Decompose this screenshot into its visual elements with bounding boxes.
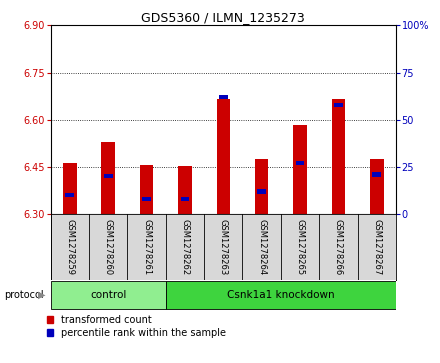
Bar bbox=[166, 281, 396, 309]
Text: GSM1278262: GSM1278262 bbox=[180, 219, 190, 275]
Bar bbox=[104, 174, 113, 179]
Bar bbox=[332, 99, 345, 214]
Bar bbox=[66, 193, 74, 197]
Bar bbox=[142, 197, 151, 201]
Bar bbox=[140, 166, 153, 214]
Text: ▶: ▶ bbox=[38, 290, 46, 300]
Bar bbox=[293, 125, 307, 214]
Bar bbox=[370, 159, 384, 214]
Text: control: control bbox=[90, 290, 126, 300]
Title: GDS5360 / ILMN_1235273: GDS5360 / ILMN_1235273 bbox=[141, 11, 305, 24]
Text: GSM1278259: GSM1278259 bbox=[65, 219, 74, 275]
Bar bbox=[51, 281, 166, 309]
Legend: transformed count, percentile rank within the sample: transformed count, percentile rank withi… bbox=[47, 315, 226, 338]
Bar bbox=[63, 163, 77, 214]
Text: Csnk1a1 knockdown: Csnk1a1 knockdown bbox=[227, 290, 335, 300]
Bar bbox=[296, 161, 304, 165]
Text: GSM1278261: GSM1278261 bbox=[142, 219, 151, 275]
Bar bbox=[216, 99, 230, 214]
Text: GSM1278260: GSM1278260 bbox=[104, 219, 113, 275]
Bar bbox=[180, 197, 189, 201]
Text: protocol: protocol bbox=[4, 290, 44, 300]
Text: GSM1278263: GSM1278263 bbox=[219, 219, 228, 275]
Text: GSM1278264: GSM1278264 bbox=[257, 219, 266, 275]
Bar bbox=[334, 103, 343, 107]
Bar bbox=[219, 95, 227, 99]
Bar bbox=[102, 142, 115, 214]
Text: GSM1278265: GSM1278265 bbox=[296, 219, 304, 275]
Bar bbox=[178, 166, 192, 214]
Bar bbox=[257, 189, 266, 193]
Text: GSM1278266: GSM1278266 bbox=[334, 219, 343, 275]
Bar bbox=[372, 172, 381, 177]
Bar bbox=[255, 159, 268, 214]
Text: GSM1278267: GSM1278267 bbox=[372, 219, 381, 275]
